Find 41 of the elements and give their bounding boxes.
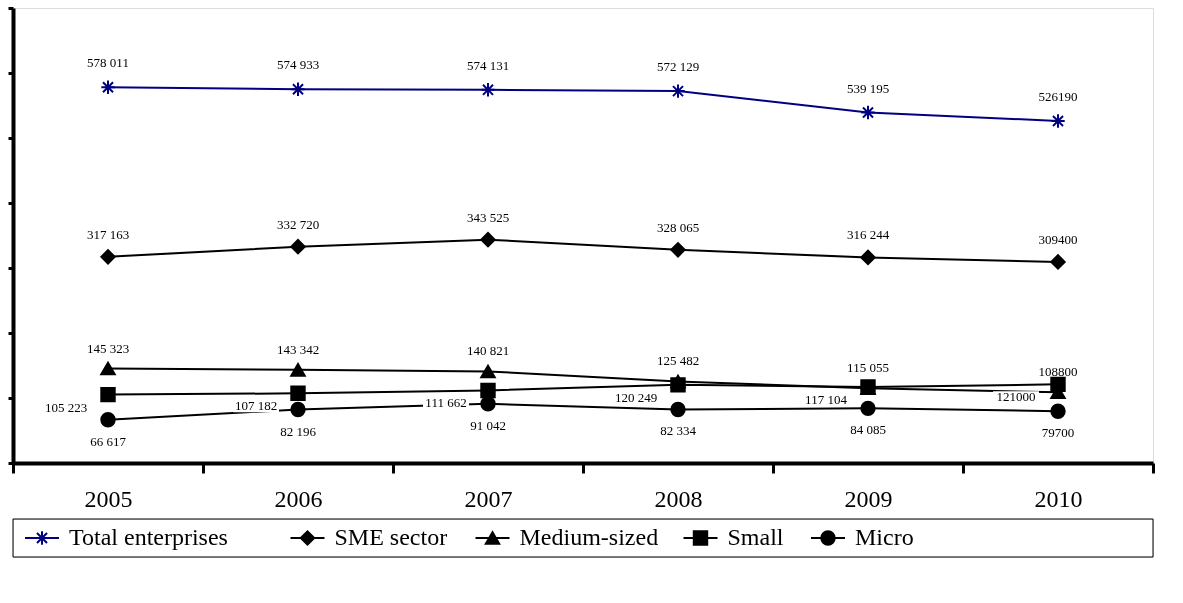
x-tick-label: 2006 [274,485,323,512]
data-label: 143 342 [276,341,320,357]
data-label: 115 055 [847,360,889,376]
data-label: 111 662 [425,395,467,411]
data-label: 539 195 [846,80,890,96]
data-label: 82 334 [660,423,697,439]
data-label: 526190 [1038,88,1078,104]
x-tick-label: 2007 [464,485,513,512]
data-label: 66 617 [90,433,127,449]
data-label: 572 129 [656,59,700,75]
data-label: 105 223 [44,399,88,415]
data-label: 120 249 [614,389,658,405]
data-label: 316 244 [846,227,890,243]
data-label: 82 196 [280,423,317,439]
legend-label: Medium-sized [519,524,659,550]
data-label: 343 525 [466,209,510,225]
data-label: 121000 [996,389,1036,405]
legend-label: Total enterprises [69,524,228,550]
data-label: 79700 [1041,425,1075,441]
data-label: 84 085 [850,422,886,438]
data-label: 108800 [1038,364,1078,380]
data-label: 117 104 [805,391,848,407]
data-label: 328 065 [656,219,700,235]
data-label: 574 933 [276,57,320,73]
data-label: 91 042 [470,417,506,433]
x-tick-label: 2009 [844,485,893,512]
data-label: 578 011 [87,55,129,71]
x-tick-label: 2008 [654,485,703,512]
data-label: 107 182 [234,398,278,414]
x-tick-label: 2010 [1034,485,1083,512]
legend-label: Micro [855,524,914,550]
data-label: 140 821 [466,343,510,359]
legend-label: Small [727,524,784,550]
data-label: 125 482 [656,353,700,369]
data-label: 145 323 [86,340,130,356]
legend-label: SME sector [334,524,448,550]
data-label: 332 720 [276,216,320,232]
x-tick-label: 2005 [84,485,133,512]
data-label: 309400 [1038,231,1078,247]
data-label: 317 163 [86,226,130,242]
data-label: 574 131 [466,57,510,73]
